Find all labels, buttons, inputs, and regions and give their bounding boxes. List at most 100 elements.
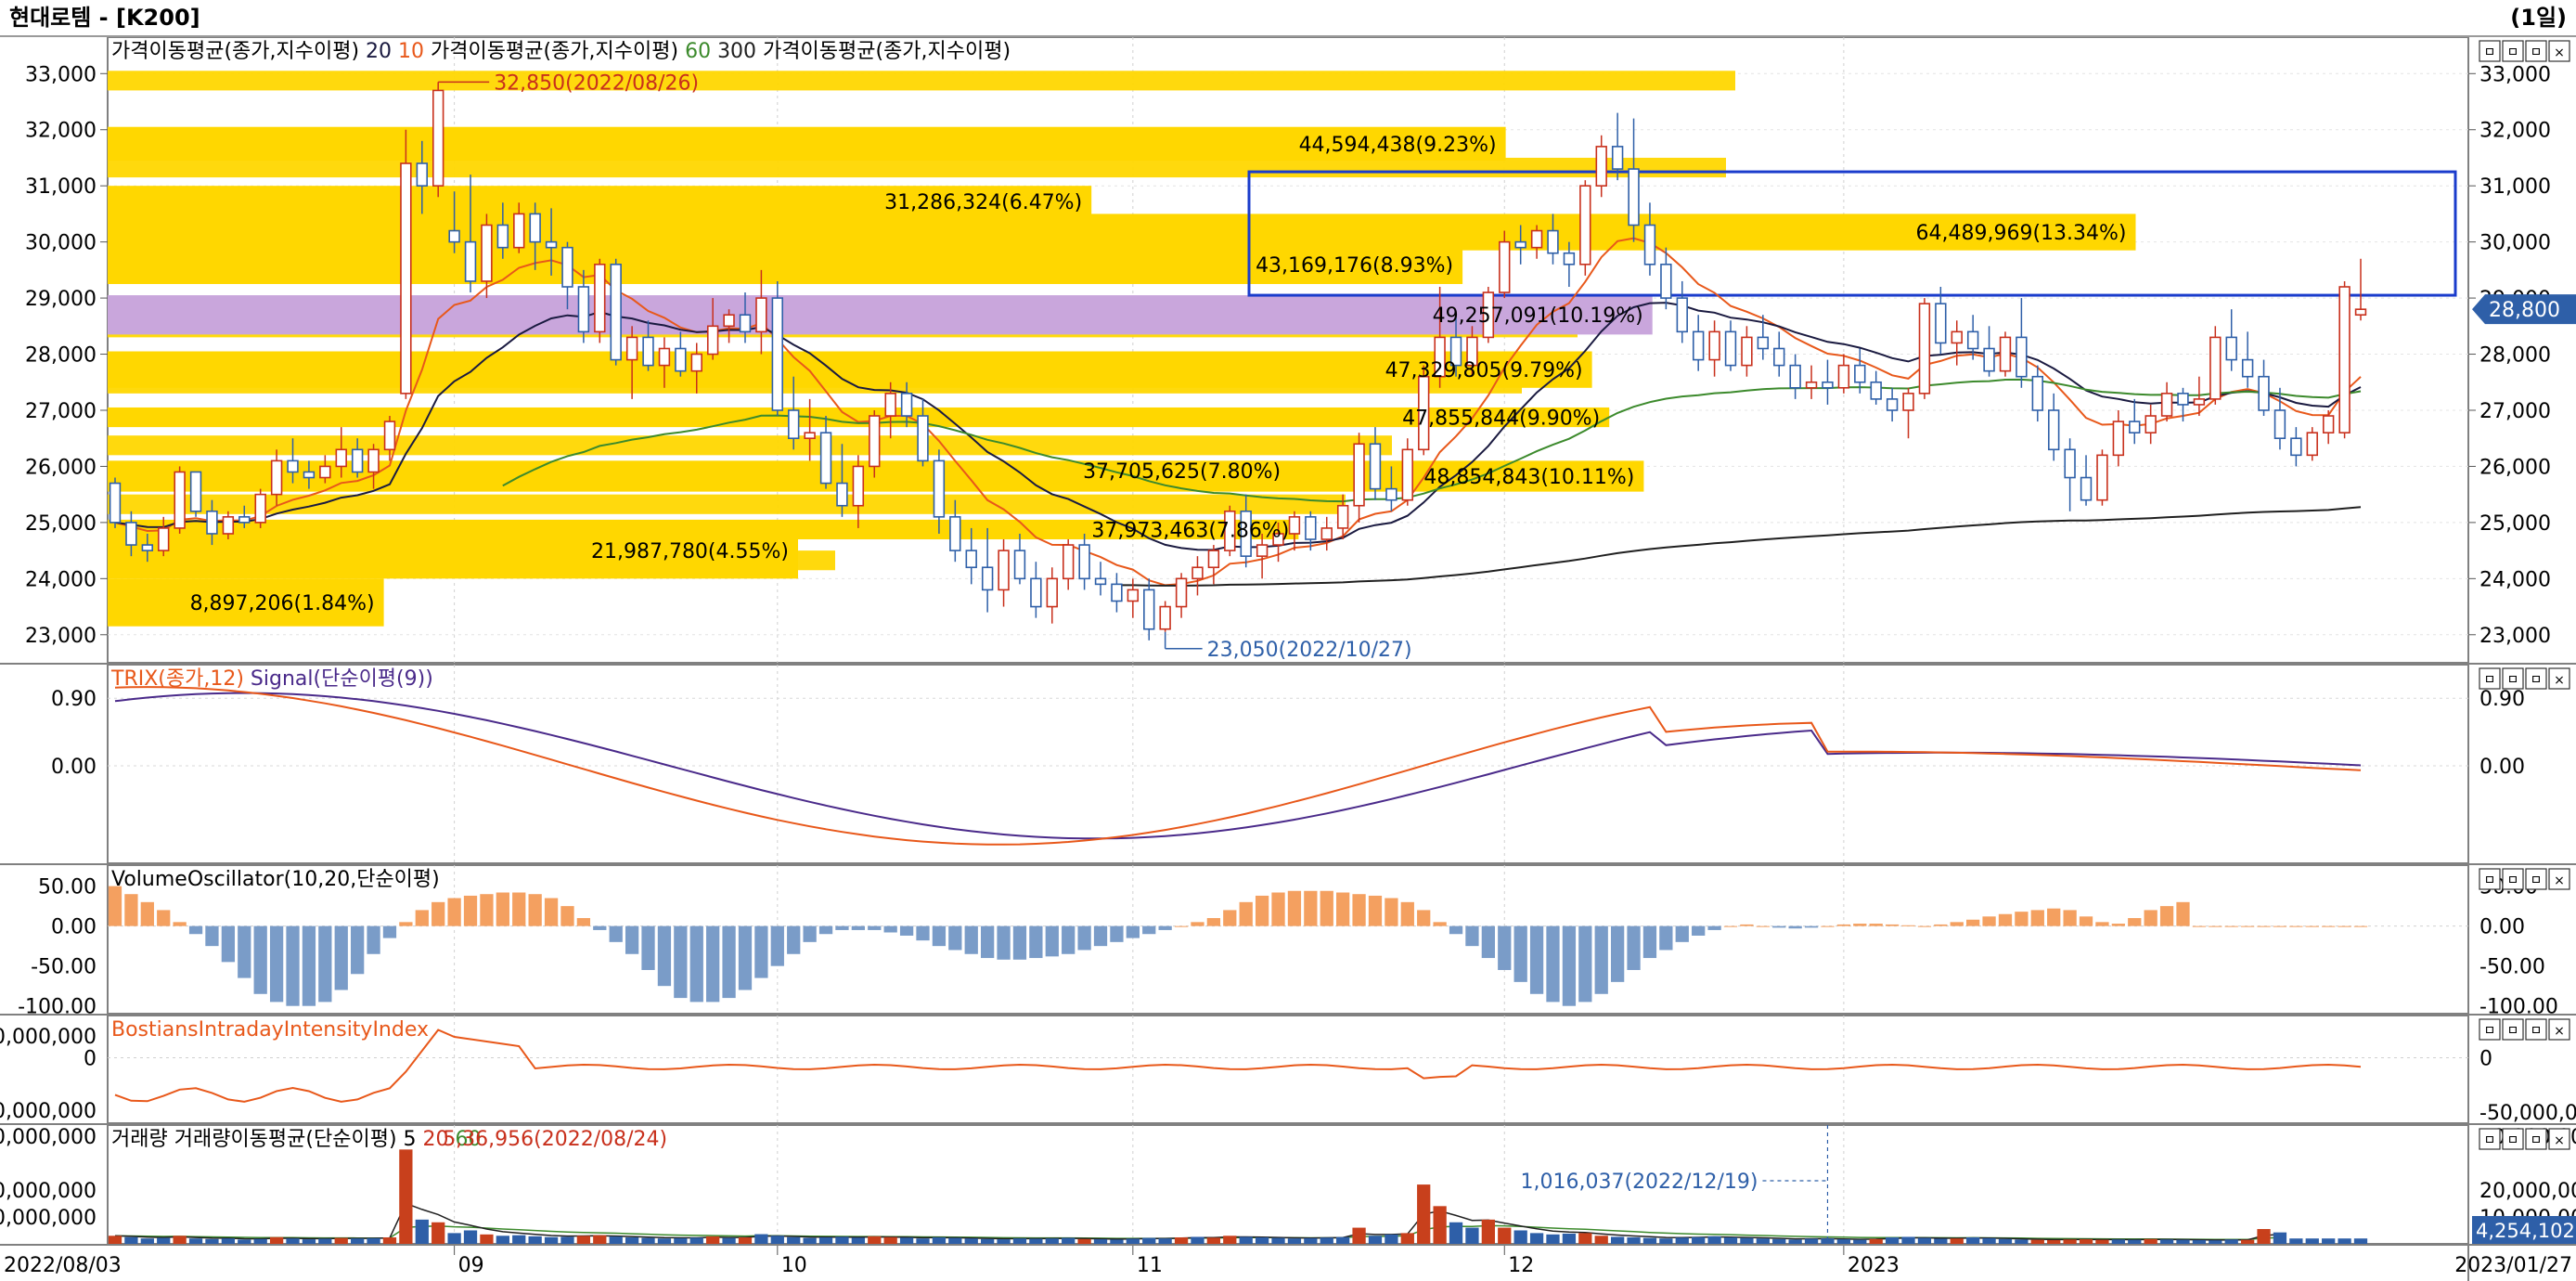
- vo-bar: [205, 925, 219, 947]
- candle-up: [1951, 330, 1963, 344]
- volume-bar: [1271, 1237, 1285, 1244]
- legend-item[interactable]: 60: [678, 40, 717, 63]
- panel-control-button[interactable]: [2502, 868, 2524, 890]
- panel-control-button[interactable]: [2502, 1018, 2524, 1041]
- volume-bar: [1998, 1238, 2013, 1244]
- vo-bar: [1029, 925, 1043, 959]
- panel-control-label: ㅁ: [2507, 873, 2519, 888]
- panel-control-button[interactable]: [2525, 667, 2547, 690]
- price-axis-label-left: 30,000: [25, 232, 97, 255]
- volume-bar: [1756, 1238, 1770, 1244]
- legend-item[interactable]: Signal(단순이평(9)): [251, 667, 433, 691]
- panel-control-button[interactable]: [2525, 40, 2547, 62]
- vo-bar: [1126, 925, 1140, 938]
- legend-item[interactable]: 가격이동평균(종가,지수이평): [763, 40, 1011, 63]
- legend-item[interactable]: 10: [398, 40, 431, 63]
- panel-control-label: ㅁ: [2484, 673, 2496, 688]
- vo-bar: [2289, 925, 2303, 927]
- vo-bar: [2128, 918, 2142, 926]
- volume-profile-label: 44,594,438(9.23%): [1299, 134, 1497, 157]
- panel-control-button[interactable]: [2502, 1128, 2524, 1150]
- candle-down: [965, 550, 977, 569]
- vo-bar: [981, 925, 995, 959]
- candle-up: [158, 527, 170, 551]
- vo-bar: [1529, 925, 1544, 994]
- legend-item[interactable]: 가격이동평균(종가,지수이평): [431, 40, 678, 63]
- panel-control-button[interactable]: [2502, 667, 2524, 690]
- panel-control-button[interactable]: [2479, 40, 2501, 62]
- vo-bar: [1239, 901, 1253, 926]
- panel-control-button[interactable]: [2479, 1018, 2501, 1041]
- panel-control-button[interactable]: [2479, 1128, 2501, 1150]
- candle-up: [1482, 291, 1495, 339]
- volume-bar: [253, 1238, 267, 1244]
- vo-bar: [2176, 901, 2190, 926]
- candle-down: [1886, 398, 1899, 411]
- panel-control-button[interactable]: [2548, 667, 2570, 690]
- panel-control-button[interactable]: [2525, 868, 2547, 890]
- candle-up: [1918, 303, 1931, 395]
- candle-down: [1078, 544, 1090, 580]
- candle-down: [1111, 583, 1123, 602]
- candle-up: [690, 353, 702, 372]
- candle-down: [1966, 330, 1979, 350]
- volume-bar: [1029, 1238, 1043, 1244]
- vo-bar: [496, 892, 509, 926]
- panel-control-button[interactable]: [2548, 1018, 2570, 1041]
- period-label[interactable]: (1일): [2510, 5, 2567, 31]
- legend-item[interactable]: TRIX(종가,12): [110, 667, 251, 691]
- candle-up: [1175, 577, 1188, 608]
- candle-up: [254, 493, 266, 524]
- chart-canvas[interactable]: 33,000 33,000 32,000 32,000 31,000 31,000 30,0…: [0, 37, 2576, 1281]
- trix-axis-label-left: 0.90: [51, 688, 97, 711]
- legend-item[interactable]: 거래량이동평균(단순이평): [174, 1128, 404, 1151]
- x-axis-end-date: 2023/01/27: [2454, 1254, 2572, 1277]
- volume-bar: [1692, 1236, 1706, 1244]
- candle-up: [2306, 432, 2318, 457]
- panel-control-button[interactable]: [2548, 868, 2570, 890]
- panel-control-button[interactable]: [2548, 40, 2570, 62]
- volume-bar: [1287, 1238, 1302, 1244]
- legend-item[interactable]: 60: [456, 1128, 482, 1151]
- x-axis-month-label: 2023: [1848, 1254, 1900, 1277]
- candle-up: [1191, 566, 1204, 580]
- volume-bar: [2111, 1239, 2125, 1244]
- vo-bar: [1675, 925, 1689, 942]
- vo-bar: [302, 925, 316, 1006]
- panel-control-button[interactable]: [2479, 667, 2501, 690]
- vo-bar: [351, 925, 365, 975]
- vo-bar: [2159, 906, 2174, 926]
- panel-frame: [107, 864, 2469, 1015]
- legend-item[interactable]: 거래량: [111, 1128, 174, 1151]
- volume-axis-label-right: 20,000,000: [2479, 1180, 2576, 1203]
- vo-bar: [883, 925, 897, 933]
- candle-down: [1757, 336, 1770, 350]
- vo-bar: [382, 925, 397, 938]
- volume-profile-label: 43,169,176(8.93%): [1256, 254, 1453, 278]
- vo-bar: [593, 925, 607, 930]
- volume-profile-bar: [108, 435, 1392, 456]
- panel-control-button[interactable]: [2525, 1128, 2547, 1150]
- volume-bar: [463, 1230, 478, 1244]
- volume-bar: [512, 1235, 526, 1244]
- volume-profile-bar: [108, 407, 1610, 428]
- vo-bar: [576, 918, 591, 926]
- panel-control-button[interactable]: [2525, 1018, 2547, 1041]
- candle-down: [351, 448, 364, 473]
- legend-item[interactable]: 20: [359, 40, 398, 63]
- legend-item[interactable]: 5: [404, 1128, 423, 1151]
- volume-bar: [674, 1237, 688, 1244]
- legend-item[interactable]: 가격이동평균(종가,지수이평): [111, 40, 359, 63]
- panel-control-button[interactable]: [2502, 40, 2524, 62]
- vo-bar: [1740, 924, 1754, 926]
- legend-item[interactable]: 300: [717, 40, 763, 63]
- vo-bar: [932, 925, 947, 947]
- volume-bar: [2144, 1238, 2157, 1244]
- volume-bar: [2063, 1239, 2077, 1244]
- panel-control-button[interactable]: [2479, 868, 2501, 890]
- price-axis-label-left: 29,000: [25, 288, 97, 311]
- panel-control-button[interactable]: [2548, 1128, 2570, 1150]
- vo-bar: [641, 925, 655, 970]
- trix-axis-label-right: 0.00: [2479, 756, 2525, 779]
- legend-item[interactable]: 20: [423, 1128, 456, 1151]
